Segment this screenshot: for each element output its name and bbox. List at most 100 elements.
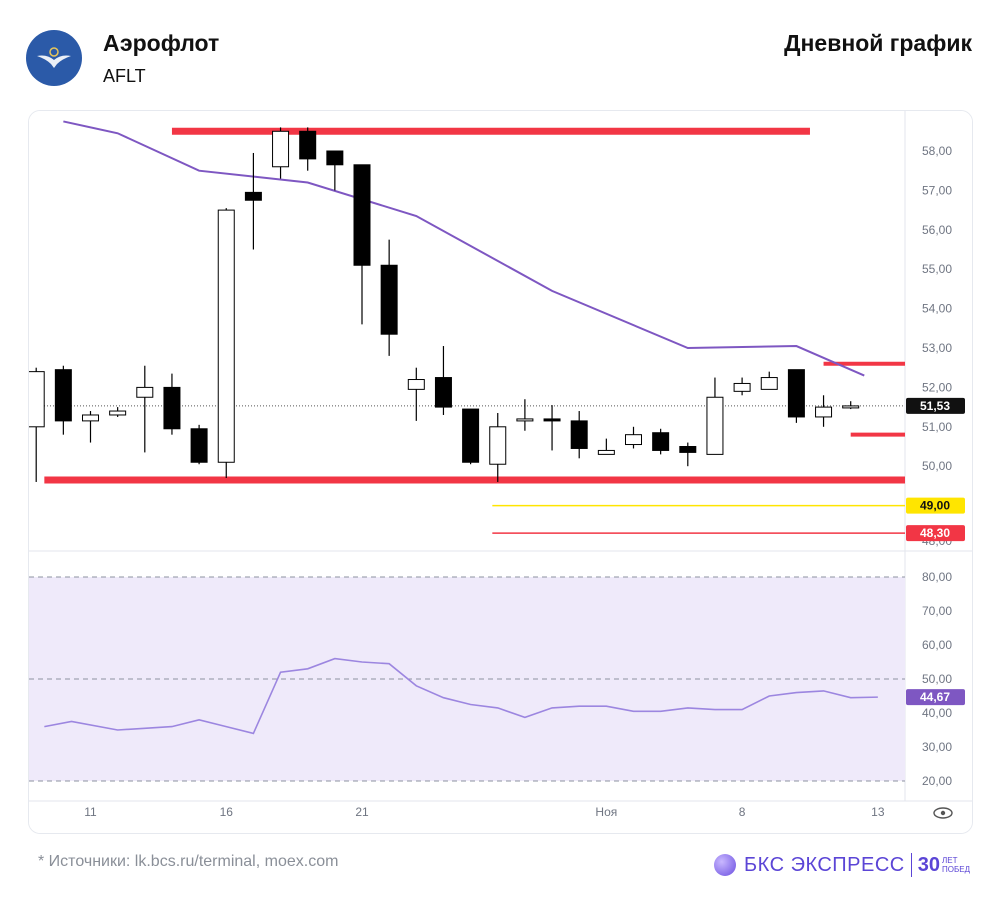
eye-pupil bbox=[940, 810, 946, 816]
oscillator-tag-bg bbox=[906, 689, 965, 706]
candle bbox=[109, 407, 127, 417]
candle-body bbox=[652, 432, 670, 451]
candle bbox=[706, 377, 724, 455]
candle-body bbox=[380, 264, 398, 335]
candle-body bbox=[353, 164, 371, 266]
candle bbox=[815, 395, 833, 427]
candle-body bbox=[625, 434, 642, 446]
candle bbox=[787, 369, 805, 423]
candle-body bbox=[272, 130, 290, 168]
candle-body bbox=[733, 382, 751, 392]
oscillator-tag-label: 44,67 bbox=[920, 690, 950, 704]
candle-body bbox=[679, 446, 697, 453]
eye-outline bbox=[933, 807, 953, 819]
candle bbox=[679, 442, 697, 467]
candle bbox=[434, 346, 452, 415]
candle bbox=[462, 408, 480, 465]
airline-wings-icon bbox=[37, 47, 71, 68]
candle-body bbox=[407, 379, 425, 390]
company-name: Аэрофлот bbox=[103, 30, 220, 56]
candle-body bbox=[597, 449, 615, 455]
candle bbox=[380, 239, 398, 356]
candle bbox=[625, 426, 642, 449]
oscillator-tick-label: 80,00 bbox=[922, 570, 952, 584]
brand-sub-line-2: ПОБЕД bbox=[942, 865, 970, 874]
brand-name: БКС ЭКСПРЕСС bbox=[744, 853, 905, 876]
price-tick-label: 56,00 bbox=[922, 223, 952, 237]
candle bbox=[217, 208, 235, 479]
brand-years: 30 bbox=[917, 853, 941, 876]
candle-body bbox=[326, 150, 344, 166]
candle-body bbox=[706, 396, 724, 455]
level-tag-label: 48,30 bbox=[920, 526, 950, 540]
last-price-tag: 51,53 bbox=[906, 397, 965, 414]
level-price-tag: 49,00 bbox=[906, 497, 965, 514]
candle bbox=[570, 411, 588, 459]
time-tick-label: 21 bbox=[355, 805, 369, 819]
candle bbox=[516, 399, 534, 431]
oscillator-line bbox=[44, 657, 878, 735]
candle bbox=[733, 377, 751, 396]
brand-sub-line-1: ЛЕТ bbox=[942, 856, 958, 865]
price-tick-label: 53,00 bbox=[922, 341, 952, 355]
oscillator-tick-label: 20,00 bbox=[922, 774, 952, 788]
candle-body bbox=[29, 371, 45, 428]
candle-body bbox=[54, 369, 72, 422]
candle-body bbox=[190, 428, 208, 463]
candle-body bbox=[299, 130, 317, 160]
candle-body bbox=[787, 369, 805, 418]
candle bbox=[82, 411, 99, 443]
chart-panel: 58,00 57,00 56,00 55,00 54,00 53,00 52,00 51,00… bbox=[28, 110, 973, 834]
candle bbox=[842, 401, 860, 410]
candle-body bbox=[109, 410, 127, 416]
candle bbox=[163, 373, 181, 435]
level-tag-bg bbox=[906, 497, 965, 514]
sources-note: * Источники: lk.bcs.ru/terminal, moex.co… bbox=[38, 853, 339, 870]
candle-body bbox=[543, 418, 561, 422]
candle-body bbox=[462, 408, 480, 463]
last-price-tag-bg bbox=[906, 397, 965, 414]
candle bbox=[489, 413, 507, 482]
time-tick-label: 13 bbox=[871, 805, 885, 819]
time-axis: 11 16 21 Ноя 8 13 bbox=[84, 805, 885, 819]
chart-period-title: Дневной график bbox=[784, 30, 972, 56]
candle bbox=[136, 365, 154, 453]
candle-body bbox=[815, 406, 833, 418]
candle-body bbox=[760, 377, 778, 390]
time-tick-label: 8 bbox=[739, 805, 746, 819]
visibility-eye-icon[interactable] bbox=[933, 807, 953, 819]
price-tick-label: 51,00 bbox=[922, 420, 952, 434]
candle bbox=[326, 150, 344, 191]
candle bbox=[272, 127, 290, 179]
candle-body bbox=[434, 377, 452, 408]
candle bbox=[652, 428, 670, 455]
candle bbox=[29, 367, 45, 482]
level-tag-bg bbox=[906, 525, 965, 542]
candle bbox=[543, 405, 561, 451]
time-tick-label: 11 bbox=[84, 805, 97, 819]
candle bbox=[54, 365, 72, 435]
candle-body bbox=[163, 386, 181, 430]
candle bbox=[760, 371, 778, 390]
oscillator-last-tag: 44,67 bbox=[906, 689, 965, 706]
price-tick-label: 58,00 bbox=[922, 144, 952, 158]
candle bbox=[407, 367, 425, 421]
time-tick-label: Ноя bbox=[595, 805, 617, 819]
candle-body bbox=[570, 420, 588, 449]
company-logo bbox=[26, 30, 82, 86]
candle-body bbox=[136, 386, 154, 398]
price-chart[interactable]: 58,00 57,00 56,00 55,00 54,00 53,00 52,00 51,00… bbox=[29, 111, 972, 833]
candle-body bbox=[842, 405, 860, 409]
oscillator-pane: 80,00 70,00 60,00 50,00 40,00 30,00 20,00 44,67 bbox=[29, 570, 965, 788]
price-tick-label: 57,00 bbox=[922, 183, 952, 197]
oscillator-tick-label: 40,00 bbox=[922, 706, 952, 720]
oscillator-tick-label: 60,00 bbox=[922, 638, 952, 652]
candle bbox=[597, 438, 615, 455]
oscillator-tick-label: 30,00 bbox=[922, 740, 952, 754]
last-price-tag-label: 51,53 bbox=[920, 399, 950, 413]
oscillator-tick-label: 50,00 bbox=[922, 672, 952, 686]
price-tick-label: 54,00 bbox=[922, 302, 952, 316]
price-tick-label: 50,00 bbox=[922, 459, 952, 473]
level-tag-label: 49,00 bbox=[920, 499, 950, 513]
